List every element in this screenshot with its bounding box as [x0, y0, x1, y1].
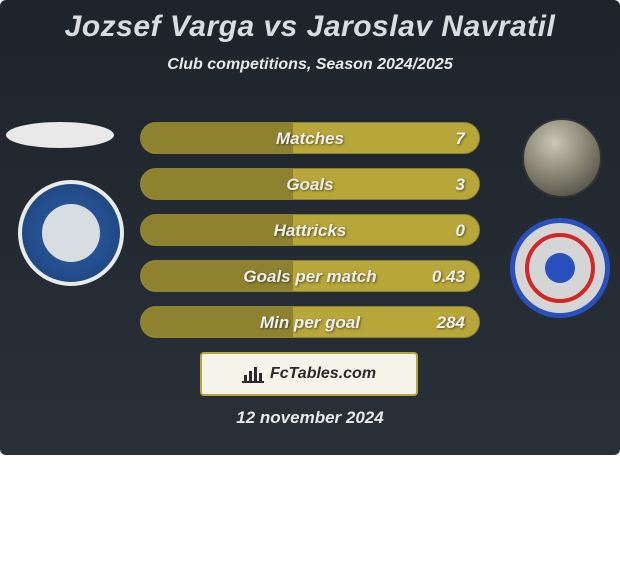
club-badge-right-ring	[525, 233, 595, 303]
stat-value: 0	[456, 215, 465, 246]
stat-bar: Goals 3	[140, 168, 480, 200]
stat-bar: Hattricks 0	[140, 214, 480, 246]
player-left-placeholder	[6, 122, 114, 148]
bar-chart-icon	[242, 365, 264, 383]
club-badge-left-inner	[42, 204, 100, 262]
stat-label: Matches	[141, 123, 479, 154]
stat-label: Goals	[141, 169, 479, 200]
stat-bar: Matches 7	[140, 122, 480, 154]
club-badge-right	[510, 218, 610, 318]
stat-bars: Matches 7 Goals 3 Hattricks 0 Goals per …	[140, 122, 480, 352]
season-subtitle: Club competitions, Season 2024/2025	[0, 56, 620, 74]
player-right-photo	[522, 118, 602, 198]
stat-label: Min per goal	[141, 307, 479, 338]
page-title: Jozsef Varga vs Jaroslav Navratil	[0, 0, 620, 44]
brand-label: FcTables.com	[270, 365, 376, 383]
stat-value: 3	[456, 169, 465, 200]
card-date: 12 november 2024	[0, 408, 620, 428]
stat-bar: Goals per match 0.43	[140, 260, 480, 292]
club-badge-left	[18, 180, 124, 286]
stat-value: 284	[437, 307, 465, 338]
stat-bar: Min per goal 284	[140, 306, 480, 338]
stat-label: Goals per match	[141, 261, 479, 292]
brand-box[interactable]: FcTables.com	[200, 352, 418, 396]
stat-label: Hattricks	[141, 215, 479, 246]
club-badge-right-core	[545, 253, 575, 283]
stat-value: 0.43	[432, 261, 465, 292]
stat-value: 7	[456, 123, 465, 154]
comparison-card: Jozsef Varga vs Jaroslav Navratil Club c…	[0, 0, 620, 455]
